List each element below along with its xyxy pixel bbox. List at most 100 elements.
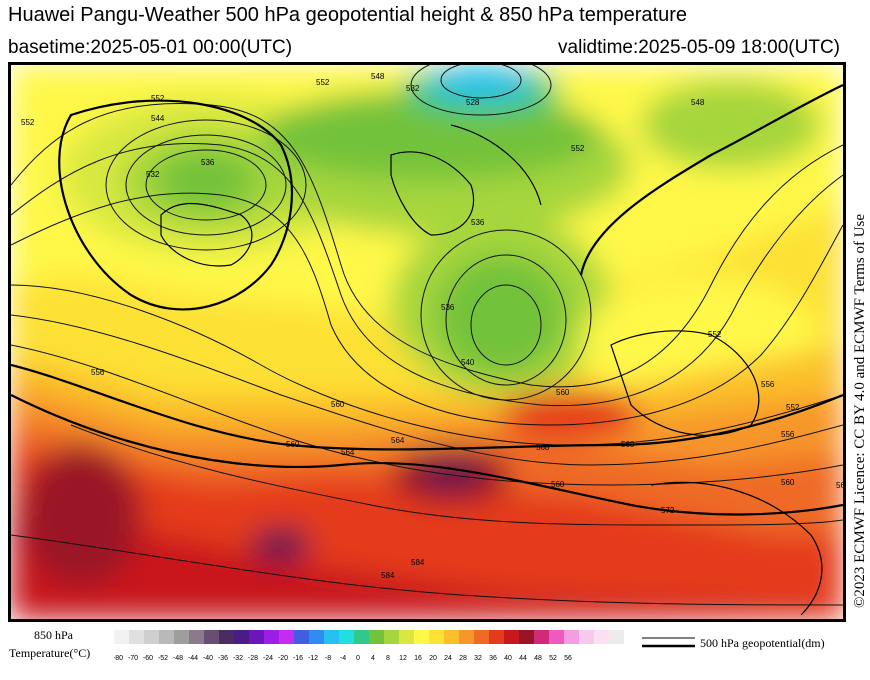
legend-label: 500 hPa geopotential(dm) xyxy=(700,636,825,650)
colorbar-tick-label: -70 xyxy=(128,655,138,662)
colorbar-swatch xyxy=(264,630,279,644)
colorbar-tick-label: -4 xyxy=(340,655,346,662)
contour-label: 552 xyxy=(786,403,800,412)
colorbar-swatch xyxy=(609,630,624,644)
geopotential-contours xyxy=(11,65,843,606)
contour-label: 556 xyxy=(781,430,795,439)
colorbar-tick-label: -28 xyxy=(248,655,258,662)
colorbar-tick-label: 12 xyxy=(399,655,407,662)
contour-label: 548 xyxy=(371,72,385,81)
contour-labels: 552 552 548 532 528 536 552 560 560 556 … xyxy=(21,72,843,580)
contour-label: 532 xyxy=(146,170,160,179)
contour-label: 564 xyxy=(391,436,405,445)
contour-label: 556 xyxy=(761,380,775,389)
contour-label: 552 xyxy=(316,78,330,87)
colorbar-swatch xyxy=(129,630,144,644)
contour-label: 552 xyxy=(571,144,585,153)
colorbar-swatch xyxy=(534,630,549,644)
colorbar-swatch xyxy=(489,630,504,644)
colorbar-swatch xyxy=(354,630,369,644)
temperature-colorbar: -80-70-60-52-48-44-40-36-32-28-24-20-16-… xyxy=(114,630,624,662)
colorbar-tick-label: 40 xyxy=(504,655,512,662)
colorbar-swatch xyxy=(549,630,564,644)
colorbar-swatch xyxy=(249,630,264,644)
contour-label: 572 xyxy=(661,506,675,515)
colorbar-swatch xyxy=(369,630,384,644)
contour-label: 568 xyxy=(536,443,550,452)
contour-label: 552 xyxy=(21,118,35,127)
contour-label: 560 xyxy=(331,400,345,409)
colorbar-swatch xyxy=(144,630,159,644)
geopotential-legend xyxy=(642,637,695,648)
contour-label: 564 xyxy=(341,448,355,457)
colorbar-tick-label: 4 xyxy=(371,655,375,662)
contour-label: 560 xyxy=(556,388,570,397)
basetime-label: basetime:2025-05-01 00:00(UTC) xyxy=(8,37,293,58)
colorbar-swatch xyxy=(234,630,249,644)
colorbar-swatch xyxy=(399,630,414,644)
colorbar-swatch xyxy=(189,630,204,644)
colorbar-tick-label: 48 xyxy=(534,655,542,662)
colorbar-tick-label: -40 xyxy=(203,655,213,662)
colorbar-tick-label: 52 xyxy=(549,655,557,662)
colorbar-swatch xyxy=(219,630,234,644)
weather-map: 552 552 548 532 528 536 552 560 560 556 … xyxy=(8,62,846,622)
contour-label: 556 xyxy=(91,368,105,377)
contour-label: 560 xyxy=(621,440,635,449)
colorbar-tick-label: -52 xyxy=(158,655,168,662)
colorbar-tick-label: -24 xyxy=(263,655,273,662)
colorbar-tick-label: -20 xyxy=(278,655,288,662)
colorbar-tick-label: -80 xyxy=(114,655,123,662)
temperature-field xyxy=(11,65,843,619)
colorbar-tick-label: 32 xyxy=(474,655,482,662)
colorbar-swatch xyxy=(414,630,429,644)
colorbar-tick-label: -48 xyxy=(173,655,183,662)
colorbar-title-line1: 850 hPa xyxy=(34,628,73,642)
colorbar-tick-label: 24 xyxy=(444,655,452,662)
colorbar-tick-label: 16 xyxy=(414,655,422,662)
contour-label: 540 xyxy=(461,358,475,367)
colorbar-swatch xyxy=(294,630,309,644)
contour-label: 536 xyxy=(201,158,215,167)
colorbar-tick-label: -12 xyxy=(308,655,318,662)
colorbar-tick-label: 0 xyxy=(356,655,360,662)
colorbar-swatch xyxy=(339,630,354,644)
contour-label: 584 xyxy=(411,558,425,567)
chart-title: Huawei Pangu-Weather 500 hPa geopotentia… xyxy=(8,4,687,26)
colorbar-title-line2: Temperature(°C) xyxy=(9,646,91,660)
contour-label: 544 xyxy=(151,114,165,123)
highlighted-contours xyxy=(11,84,843,516)
colorbar-swatch xyxy=(564,630,579,644)
colorbar-tick-label: 56 xyxy=(564,655,572,662)
colorbar-swatch xyxy=(594,630,609,644)
map-canvas: 552 552 548 532 528 536 552 560 560 556 … xyxy=(11,65,843,619)
contour-label: 568 xyxy=(836,481,843,490)
colorbar-swatch xyxy=(444,630,459,644)
colorbar-swatch xyxy=(384,630,399,644)
contour-label: 548 xyxy=(691,98,705,107)
license-text: ©2023 ECMWF Licence: CC BY 4.0 and ECMWF… xyxy=(852,213,868,608)
colorbar-tick-label: 36 xyxy=(489,655,497,662)
contour-label: 532 xyxy=(406,84,420,93)
colorbar-swatch xyxy=(114,630,129,644)
contour-label: 536 xyxy=(471,218,485,227)
contour-label: 560 xyxy=(551,480,565,489)
colorbar-tick-label: -44 xyxy=(188,655,198,662)
colorbar-swatch xyxy=(519,630,534,644)
coastlines xyxy=(160,124,823,616)
colorbar-swatch xyxy=(324,630,339,644)
colorbar-swatch xyxy=(579,630,594,644)
contour-label: 560 xyxy=(286,440,300,449)
colorbar-swatch xyxy=(159,630,174,644)
colorbar-tick-label: 20 xyxy=(429,655,437,662)
colorbar-swatch xyxy=(504,630,519,644)
colorbar-tick-label: 8 xyxy=(386,655,390,662)
colorbar-swatch xyxy=(474,630,489,644)
validtime-label: validtime:2025-05-09 18:00(UTC) xyxy=(558,37,840,58)
contour-label: 560 xyxy=(781,478,795,487)
contour-label: 552 xyxy=(708,330,722,339)
colorbar-tick-label: 28 xyxy=(459,655,467,662)
colorbar-tick-label: -16 xyxy=(293,655,303,662)
colorbar-tick-label: -36 xyxy=(218,655,228,662)
colorbar-tick-label: -8 xyxy=(325,655,331,662)
